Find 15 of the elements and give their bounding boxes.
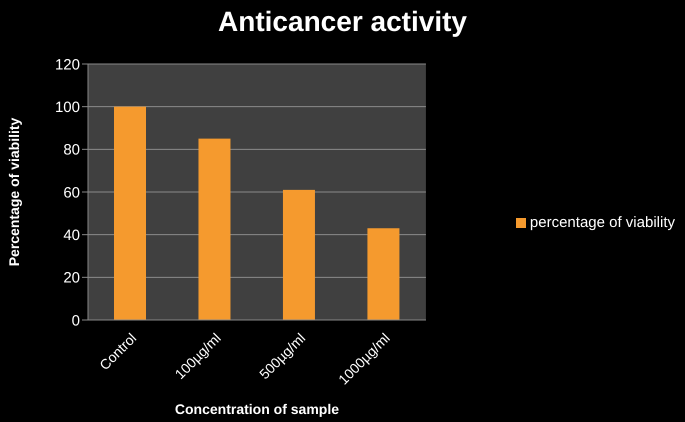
bar — [114, 106, 146, 320]
bar — [367, 228, 400, 320]
y-tick-label: 0 — [72, 312, 80, 330]
y-tick-label: 80 — [63, 142, 80, 159]
y-tick-label: 100 — [54, 98, 80, 116]
chart-title: Anticancer activity — [217, 6, 468, 38]
y-tick-label: 120 — [54, 56, 80, 74]
x-axis-title: Concentration of sample — [174, 401, 340, 417]
y-tick-label: 20 — [63, 270, 80, 287]
y-axis-title: Percentage of viability — [6, 117, 22, 266]
legend-label: percentage of viability — [530, 214, 675, 230]
y-tick-label: 60 — [63, 184, 80, 202]
bar — [282, 190, 315, 320]
y-tick-label: 40 — [63, 226, 80, 244]
bar — [198, 138, 230, 320]
